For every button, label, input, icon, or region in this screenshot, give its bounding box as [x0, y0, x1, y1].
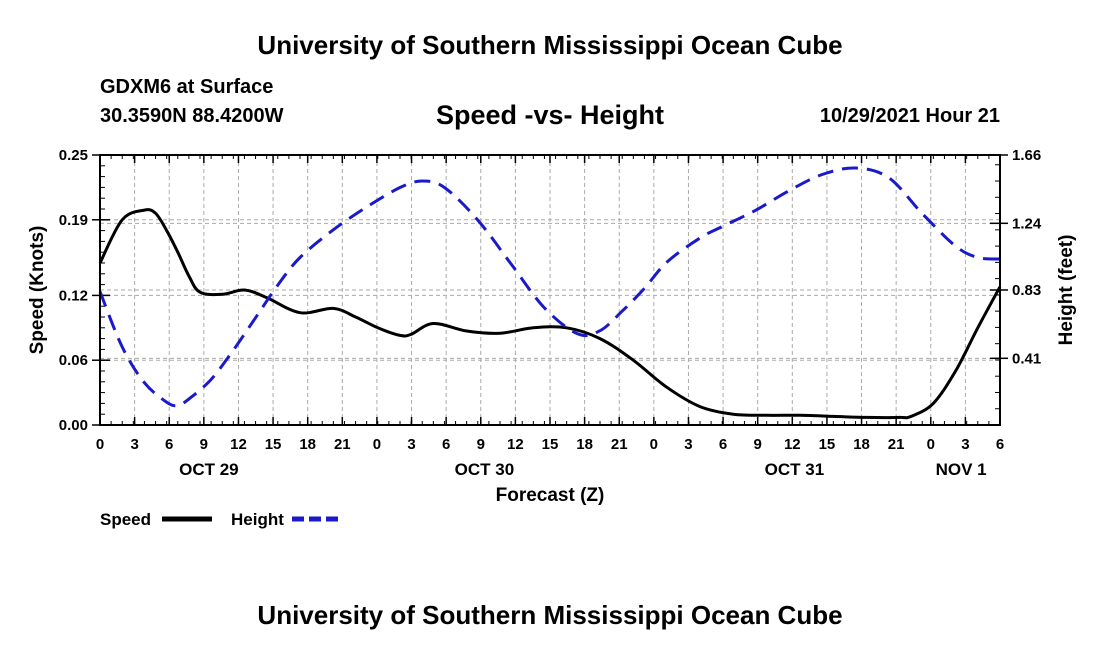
x-tick-label: 0 [650, 436, 658, 453]
date-label: OCT 30 [455, 460, 515, 479]
legend-speed-label: Speed [100, 510, 151, 529]
x-tick-label: 0 [96, 436, 104, 453]
x-tick-label: 12 [230, 436, 247, 453]
date-label: OCT 31 [765, 460, 825, 479]
y-left-tick-label: 0.06 [59, 352, 88, 369]
x-tick-label: 12 [507, 436, 524, 453]
x-tick-label: 21 [888, 436, 905, 453]
date-label: OCT 29 [179, 460, 239, 479]
legend-height-label: Height [231, 510, 284, 529]
y-right-tick-label: 1.24 [1012, 215, 1042, 232]
x-tick-label: 0 [373, 436, 381, 453]
x-tick-label: 0 [927, 436, 935, 453]
y-axis-label-left: Speed (Knots) [27, 226, 48, 355]
date-label: NOV 1 [936, 460, 987, 479]
x-tick-label: 9 [477, 436, 485, 453]
x-tick-label: 21 [611, 436, 628, 453]
x-tick-label: 3 [407, 436, 415, 453]
series-speed-line [98, 208, 1002, 420]
x-tick-label: 9 [754, 436, 762, 453]
x-tick-label: 15 [265, 436, 282, 453]
y-left-tick-label: 0.00 [59, 417, 88, 434]
x-tick-label: 3 [684, 436, 692, 453]
speed-height-chart: 0 3 6 9 12 15 18 21 0 3 6 9 12 15 18 21 0 3 6 9 12 15 18 21 0 3 6 0… [27, 147, 1077, 529]
plot-frame [99, 154, 1001, 426]
y-right-tick-label: 1.66 [1012, 147, 1041, 164]
y-right-tick-label: 0.83 [1012, 282, 1041, 299]
x-tick-label: 6 [996, 436, 1004, 453]
axis-labels: 0 3 6 9 12 15 18 21 0 3 6 9 12 15 18 21 0 3 6 9 12 15 18 21 0 3 6 0… [59, 147, 1042, 479]
x-tick-label: 6 [719, 436, 727, 453]
y-axis-label-right: Height (feet) [1056, 235, 1077, 346]
series-lines [98, 166, 1002, 420]
x-tick-label: 3 [130, 436, 138, 453]
x-tick-label: 12 [784, 436, 801, 453]
x-tick-label: 9 [200, 436, 208, 453]
x-tick-label: 18 [299, 436, 316, 453]
page-title: University of Southern Mississippi Ocean… [257, 30, 843, 60]
x-tick-label: 3 [961, 436, 969, 453]
footer-title: University of Southern Mississippi Ocean… [257, 600, 843, 630]
x-tick-label: 18 [853, 436, 870, 453]
x-tick-label: 6 [165, 436, 173, 453]
x-tick-label: 18 [576, 436, 593, 453]
y-left-tick-label: 0.25 [59, 147, 88, 164]
chart-title: Speed -vs- Height [435, 100, 665, 130]
y-left-tick-label: 0.19 [59, 212, 88, 229]
legend: Speed Height [100, 510, 342, 529]
x-tick-label: 6 [442, 436, 450, 453]
station-coords: 30.3590N 88.4200W [100, 105, 284, 127]
x-tick-label: 21 [334, 436, 351, 453]
x-tick-label: 15 [819, 436, 836, 453]
y-left-tick-label: 0.12 [59, 287, 88, 304]
grid [100, 154, 1000, 425]
forecast-datetime: 10/29/2021 Hour 21 [819, 105, 1000, 127]
x-axis-label: Forecast (Z) [496, 485, 605, 506]
station-label: GDXM6 at Surface [100, 76, 274, 98]
series-height-line [98, 166, 1001, 408]
y-right-tick-label: 0.41 [1012, 350, 1041, 367]
x-tick-label: 15 [542, 436, 559, 453]
